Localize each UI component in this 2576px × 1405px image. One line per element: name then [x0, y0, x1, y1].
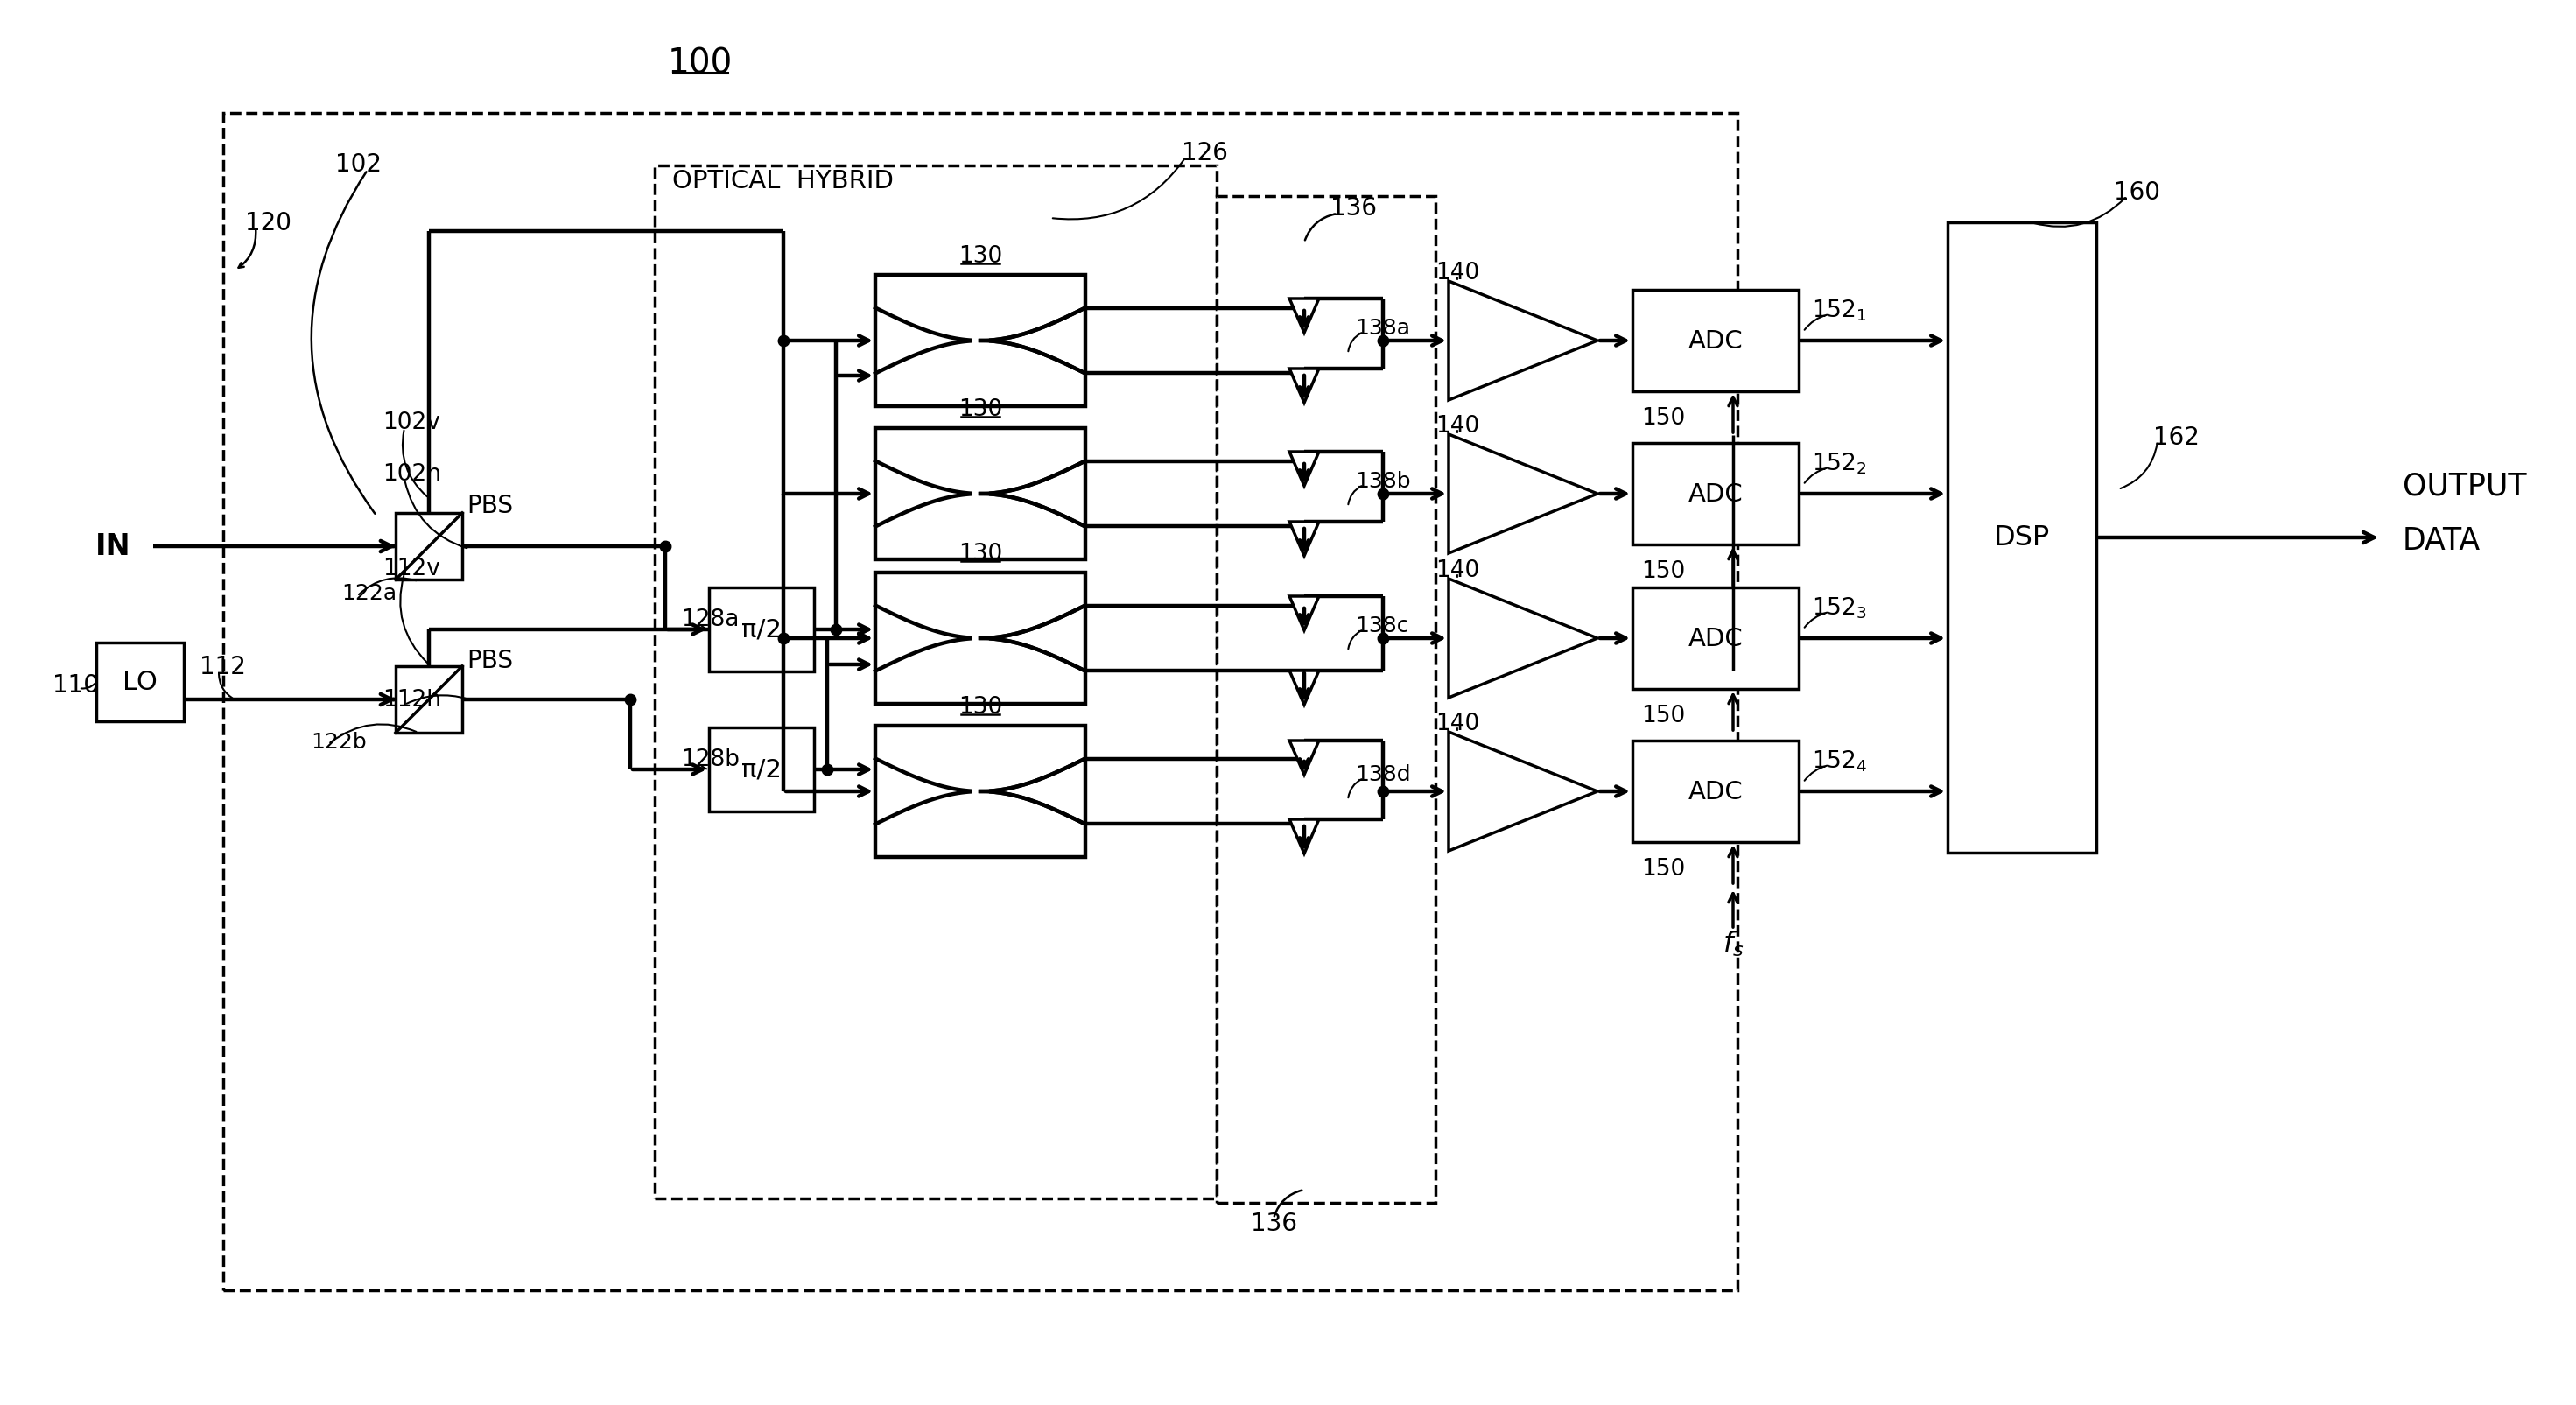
- Polygon shape: [1448, 732, 1597, 851]
- Bar: [397, 514, 461, 580]
- Text: 152$_3$: 152$_3$: [1811, 596, 1868, 621]
- Text: 102h: 102h: [381, 462, 440, 486]
- Bar: [876, 275, 1084, 407]
- Text: 140: 140: [1435, 414, 1479, 437]
- Polygon shape: [1448, 434, 1597, 554]
- Text: ADC: ADC: [1687, 780, 1744, 804]
- Polygon shape: [1291, 819, 1319, 854]
- Polygon shape: [1291, 597, 1319, 631]
- Text: 128b: 128b: [680, 747, 739, 771]
- Text: 130: 130: [958, 398, 1002, 422]
- Text: 122a: 122a: [343, 583, 397, 604]
- Text: 100: 100: [667, 46, 732, 80]
- Bar: [876, 726, 1084, 857]
- Text: 130: 130: [958, 542, 1002, 565]
- Text: 112: 112: [198, 655, 245, 679]
- Text: π/2: π/2: [742, 757, 781, 783]
- Text: 128a: 128a: [680, 608, 739, 631]
- Text: 138a: 138a: [1355, 318, 1409, 339]
- Text: 110: 110: [52, 673, 98, 697]
- Bar: [971, 481, 989, 509]
- Text: OUTPUT: OUTPUT: [2403, 471, 2527, 500]
- Text: 138c: 138c: [1355, 615, 1409, 636]
- Bar: [654, 166, 1216, 1198]
- Text: 160: 160: [2115, 180, 2161, 205]
- Text: ADC: ADC: [1687, 627, 1744, 651]
- Bar: [971, 327, 989, 355]
- Text: 150: 150: [1641, 704, 1685, 726]
- Text: 152$_2$: 152$_2$: [1811, 451, 1868, 476]
- Text: 152$_1$: 152$_1$: [1811, 298, 1868, 323]
- Text: 140: 140: [1435, 559, 1479, 582]
- Text: 138b: 138b: [1355, 471, 1412, 492]
- Text: 140: 140: [1435, 712, 1479, 735]
- Text: 120: 120: [245, 211, 291, 235]
- Text: 102v: 102v: [381, 412, 440, 434]
- Text: 162: 162: [2154, 426, 2200, 450]
- Text: PBS: PBS: [466, 493, 513, 518]
- Text: 130: 130: [958, 695, 1002, 718]
- Bar: [1633, 740, 1798, 843]
- Bar: [1633, 444, 1798, 545]
- Text: 140: 140: [1435, 261, 1479, 284]
- Text: 102: 102: [335, 152, 381, 177]
- Polygon shape: [1448, 281, 1597, 400]
- Text: 130: 130: [958, 244, 1002, 268]
- Text: 112v: 112v: [381, 558, 440, 580]
- Bar: [95, 643, 183, 722]
- Text: 126: 126: [1182, 140, 1229, 166]
- Polygon shape: [1291, 370, 1319, 403]
- Polygon shape: [1291, 523, 1319, 556]
- Text: 152$_4$: 152$_4$: [1811, 749, 1868, 774]
- Text: LO: LO: [124, 670, 157, 695]
- Polygon shape: [1291, 299, 1319, 333]
- Bar: [224, 114, 1736, 1290]
- Bar: [1633, 291, 1798, 392]
- Text: 138d: 138d: [1355, 764, 1412, 785]
- Text: $f_s$: $f_s$: [1723, 929, 1744, 958]
- Polygon shape: [1291, 452, 1319, 486]
- Text: 136: 136: [1249, 1211, 1296, 1235]
- Text: ADC: ADC: [1687, 329, 1744, 354]
- Bar: [397, 666, 461, 733]
- Bar: [876, 429, 1084, 561]
- Bar: [876, 573, 1084, 704]
- Text: DATA: DATA: [2403, 525, 2481, 555]
- Bar: [1947, 223, 2097, 853]
- Text: IN: IN: [95, 532, 131, 561]
- Text: OPTICAL  HYBRID: OPTICAL HYBRID: [672, 169, 894, 194]
- Text: π/2: π/2: [742, 618, 781, 642]
- Polygon shape: [1448, 579, 1597, 698]
- Bar: [971, 625, 989, 653]
- Bar: [1633, 587, 1798, 690]
- Text: 136: 136: [1329, 195, 1376, 221]
- Text: 150: 150: [1641, 857, 1685, 880]
- Polygon shape: [1291, 672, 1319, 705]
- Bar: [971, 778, 989, 805]
- Bar: [708, 728, 814, 812]
- Text: 150: 150: [1641, 407, 1685, 430]
- Text: PBS: PBS: [466, 648, 513, 673]
- Polygon shape: [1291, 740, 1319, 776]
- Text: 112h: 112h: [381, 688, 440, 711]
- Text: 150: 150: [1641, 561, 1685, 583]
- Text: ADC: ADC: [1687, 482, 1744, 507]
- Bar: [1216, 197, 1435, 1203]
- Text: 122b: 122b: [312, 732, 366, 752]
- Text: DSP: DSP: [1994, 524, 2050, 552]
- Bar: [708, 587, 814, 672]
